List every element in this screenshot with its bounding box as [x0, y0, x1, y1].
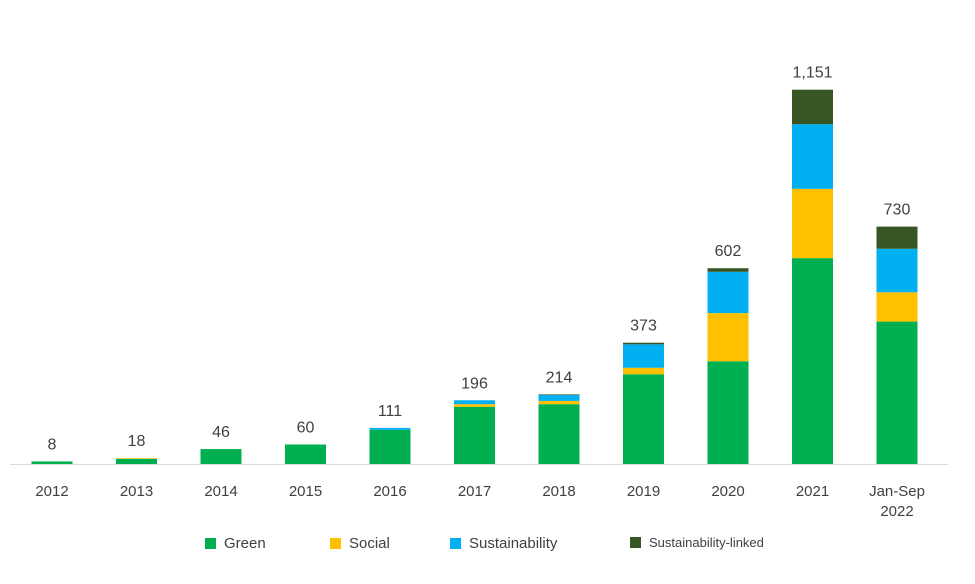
bar-social — [116, 458, 157, 459]
bar-social — [623, 367, 664, 375]
total-label: 18 — [128, 433, 146, 450]
bar-social — [454, 404, 495, 407]
x-tick-label: 2019 — [627, 483, 660, 500]
total-label: 214 — [546, 369, 573, 386]
bar-green — [707, 361, 749, 464]
legend-swatch — [630, 537, 641, 548]
x-tick-label: 2020 — [711, 483, 744, 500]
total-label: 8 — [48, 436, 57, 453]
x-tick-label: 2016 — [373, 483, 406, 500]
bar-green — [116, 458, 157, 464]
total-label: 1,151 — [792, 65, 832, 82]
bar-sustainability-linked — [876, 226, 918, 249]
total-label: 730 — [884, 202, 911, 219]
bar-sustainability-linked — [707, 268, 749, 272]
legend-label: Sustainability-linked — [649, 535, 764, 550]
total-label: 111 — [378, 403, 402, 420]
legend-item: Sustainability — [450, 535, 557, 552]
bar-sustainability — [454, 400, 495, 405]
bar-green — [454, 406, 495, 464]
bar-green — [285, 444, 326, 464]
x-tick-label: Jan-Sep — [869, 483, 925, 500]
bar-green — [200, 449, 242, 464]
bar-sustainability — [623, 344, 664, 368]
bar-green — [538, 404, 580, 464]
bar-social — [538, 400, 580, 405]
total-label: 373 — [630, 318, 657, 335]
total-label: 196 — [461, 375, 488, 392]
legend-swatch — [450, 538, 461, 549]
bar-social — [876, 292, 918, 322]
bar-green — [31, 461, 73, 464]
x-tick-label: 2015 — [289, 483, 322, 500]
chart-plot: 8 2012 18 2013 46 2014 60 2015 111 2016 196 2017 214… — [10, 65, 948, 520]
total-label: 60 — [297, 419, 315, 436]
legend-swatch — [330, 538, 341, 549]
bar-sustainability — [707, 271, 749, 314]
total-label: 46 — [212, 424, 230, 441]
legend-label: Sustainability — [469, 535, 558, 552]
bar-sustainability-linked — [538, 394, 580, 396]
x-tick-label: 2013 — [120, 483, 153, 500]
x-tick-label: 2012 — [35, 483, 68, 500]
x-tick-label: 2022 — [880, 503, 913, 520]
bar-green — [792, 258, 833, 464]
legend-item: Sustainability-linked — [630, 535, 764, 550]
x-tick-label: 2017 — [458, 483, 491, 500]
bar-sustainability — [876, 248, 918, 293]
bar-social — [707, 313, 749, 362]
legend-swatch — [205, 538, 216, 549]
total-label: 602 — [715, 243, 742, 260]
legend-label: Social — [349, 535, 390, 552]
legend: Green Social Sustainability Sustainability-… — [0, 535, 975, 559]
bar-sustainability-linked — [623, 342, 664, 345]
legend-item: Social — [330, 535, 390, 552]
legend-label: Green — [224, 535, 266, 552]
bar-sustainability — [538, 395, 580, 401]
bar-sustainability — [369, 427, 411, 430]
x-tick-label: 2018 — [542, 483, 575, 500]
bar-sustainability-linked — [792, 89, 833, 125]
x-tick-label: 2014 — [204, 483, 237, 500]
bar-green — [876, 321, 918, 464]
x-tick-label: 2021 — [796, 483, 829, 500]
bar-sustainability — [792, 124, 833, 189]
bar-green — [623, 374, 664, 464]
legend-item: Green — [205, 535, 266, 552]
bar-green — [369, 429, 411, 464]
bar-social — [792, 188, 833, 259]
